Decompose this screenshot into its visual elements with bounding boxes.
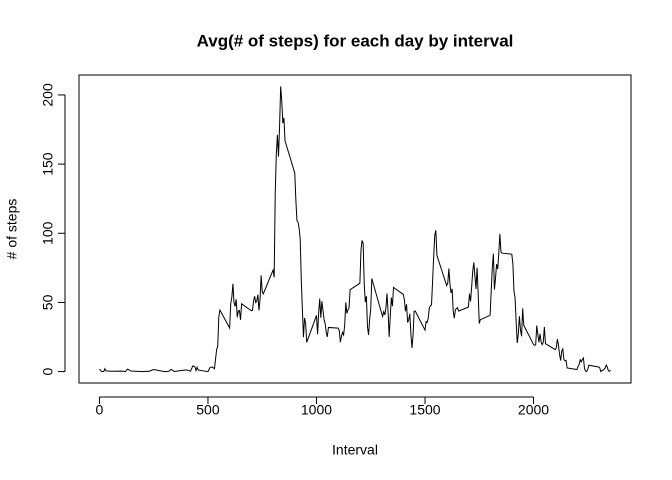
y-axis-label: # of steps (4, 199, 20, 260)
x-tick-label: 1000 (301, 402, 332, 418)
x-tick-label: 2000 (518, 402, 549, 418)
plot-frame (78, 74, 632, 384)
chart-title: Avg(# of steps) for each day by interval (197, 31, 514, 50)
x-tick-label: 1500 (409, 402, 440, 418)
x-tick-label: 0 (96, 402, 104, 418)
y-tick-label: 100 (40, 221, 56, 245)
y-tick-label: 0 (40, 367, 56, 375)
x-axis-label: Interval (332, 442, 378, 458)
x-tick-label: 500 (196, 402, 220, 418)
y-tick-label: 50 (40, 294, 56, 310)
y-tick-label: 150 (40, 152, 56, 176)
data-line (99, 86, 611, 373)
y-tick-label: 200 (40, 83, 56, 107)
